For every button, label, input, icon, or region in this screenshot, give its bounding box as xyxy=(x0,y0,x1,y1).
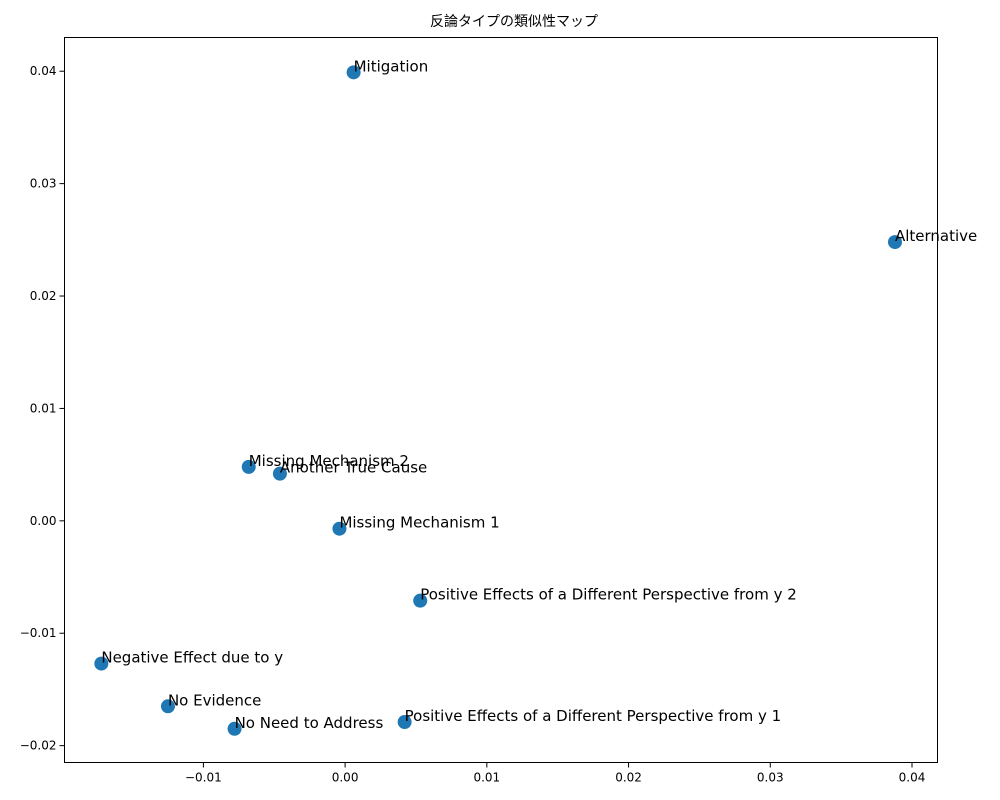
y-tick-label: 0.04 xyxy=(30,64,57,78)
y-axis: −0.02 −0.01 0.00 0.01 0.02 0.03 0.04 xyxy=(20,64,65,752)
x-tick-label: 0.03 xyxy=(757,771,784,785)
y-tick-label: 0.03 xyxy=(30,177,57,191)
x-tick-label: 0.01 xyxy=(473,771,500,785)
data-point-label: Another True Cause xyxy=(280,459,427,477)
y-tick-label: 0.01 xyxy=(30,401,57,415)
x-axis: −0.01 0.00 0.01 0.02 0.03 0.04 xyxy=(185,763,925,785)
y-tick-label: 0.02 xyxy=(30,289,57,303)
data-point-label: Alternative xyxy=(895,227,977,245)
x-tick-label: 0.04 xyxy=(899,771,926,785)
chart-title: 反論タイプの類似性マップ xyxy=(430,14,598,30)
x-tick-label: 0.02 xyxy=(615,771,642,785)
data-point-label: No Need to Address xyxy=(235,714,384,732)
data-point-label: Positive Effects of a Different Perspect… xyxy=(405,707,782,725)
data-point-label: Mitigation xyxy=(354,57,429,75)
x-tick-label: 0.00 xyxy=(332,771,359,785)
data-point-label: No Evidence xyxy=(168,691,261,709)
data-point-label: Negative Effect due to y xyxy=(101,649,283,667)
x-tick-label: −0.01 xyxy=(185,771,222,785)
data-point-label: Missing Mechanism 1 xyxy=(339,514,499,532)
y-tick-label: −0.02 xyxy=(20,739,57,753)
data-point-label: Positive Effects of a Different Perspect… xyxy=(420,586,797,604)
points-layer xyxy=(94,65,902,735)
y-tick-label: 0.00 xyxy=(30,514,57,528)
y-tick-label: −0.01 xyxy=(20,626,57,640)
